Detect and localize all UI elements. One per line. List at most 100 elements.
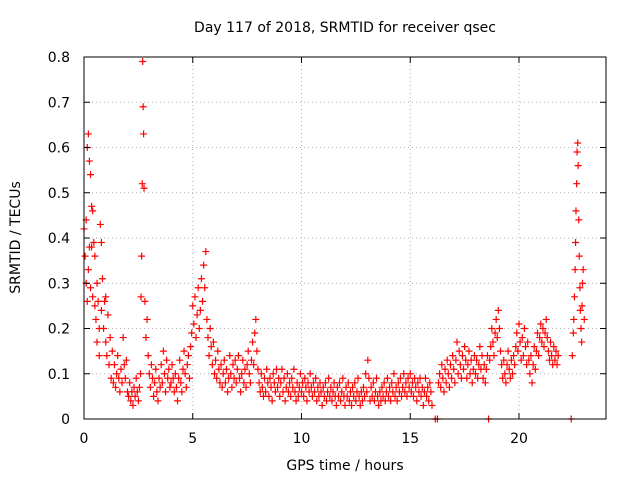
- data-point: [455, 347, 463, 355]
- data-point: [233, 365, 241, 373]
- data-point: [510, 352, 518, 360]
- data-point: [573, 180, 581, 188]
- data-point: [170, 388, 178, 396]
- data-point: [157, 361, 165, 369]
- data-point: [89, 293, 97, 301]
- data-point: [329, 388, 337, 396]
- data-point: [144, 352, 152, 360]
- data-point: [333, 383, 341, 391]
- data-point: [480, 361, 488, 369]
- data-point: [579, 266, 587, 274]
- data-point: [344, 379, 352, 387]
- data-point: [84, 266, 92, 274]
- data-point: [115, 374, 123, 382]
- data-point: [468, 379, 476, 387]
- data-point: [497, 347, 505, 355]
- x-tick-label: 0: [80, 431, 89, 447]
- data-point: [550, 343, 558, 351]
- data-point: [102, 338, 110, 346]
- data-point: [514, 347, 522, 355]
- data-point: [224, 388, 232, 396]
- data-point: [237, 388, 245, 396]
- data-point: [232, 379, 240, 387]
- data-point: [282, 383, 290, 391]
- data-point: [143, 315, 151, 323]
- data-point: [107, 374, 115, 382]
- data-point: [97, 239, 105, 247]
- data-point: [576, 306, 584, 314]
- data-point: [487, 343, 495, 351]
- data-point: [236, 374, 244, 382]
- data-point: [183, 361, 191, 369]
- data-point: [168, 361, 176, 369]
- data-point: [528, 379, 536, 387]
- data-point: [231, 356, 239, 364]
- data-point: [437, 383, 445, 391]
- data-point: [247, 356, 255, 364]
- data-point: [499, 374, 507, 382]
- data-point: [511, 361, 519, 369]
- data-point: [473, 356, 481, 364]
- data-point: [104, 311, 112, 319]
- data-point: [243, 361, 251, 369]
- data-point: [102, 293, 110, 301]
- data-point: [274, 383, 282, 391]
- data-point: [207, 343, 215, 351]
- data-point: [443, 356, 451, 364]
- y-tick-label: 0.6: [48, 141, 70, 157]
- data-points: [80, 58, 588, 423]
- data-point: [180, 347, 188, 355]
- data-point: [269, 370, 277, 378]
- data-point: [361, 392, 369, 400]
- data-point: [112, 383, 120, 391]
- data-point: [502, 379, 510, 387]
- data-point: [241, 365, 249, 373]
- data-point: [196, 306, 204, 314]
- data-point: [420, 388, 428, 396]
- data-point: [251, 329, 259, 337]
- data-point: [166, 383, 174, 391]
- data-point: [84, 130, 92, 138]
- data-point: [175, 374, 183, 382]
- data-point: [394, 379, 402, 387]
- x-tick-label: 5: [188, 431, 197, 447]
- data-point: [541, 329, 549, 337]
- data-point: [250, 361, 258, 369]
- data-point: [90, 239, 98, 247]
- data-point: [165, 365, 173, 373]
- data-point: [83, 297, 91, 305]
- y-axis-label: SRMTID / TECUs: [8, 181, 24, 294]
- data-point: [149, 374, 157, 382]
- data-point: [505, 365, 513, 373]
- data-point: [359, 383, 367, 391]
- data-point: [519, 352, 527, 360]
- data-point: [421, 374, 429, 382]
- data-point: [573, 148, 581, 156]
- data-point: [147, 361, 155, 369]
- data-point: [345, 397, 353, 405]
- data-point: [296, 370, 304, 378]
- data-point: [255, 379, 263, 387]
- x-axis-label: GPS time / hours: [286, 458, 403, 474]
- x-tick-label: 10: [293, 431, 311, 447]
- data-point: [81, 252, 89, 260]
- data-point: [190, 320, 198, 328]
- data-point: [137, 293, 145, 301]
- data-point: [213, 374, 221, 382]
- data-point: [386, 383, 394, 391]
- data-point: [338, 388, 346, 396]
- y-tick-label: 0.1: [48, 367, 70, 383]
- data-point: [523, 361, 531, 369]
- data-point: [245, 370, 253, 378]
- data-point: [346, 388, 354, 396]
- data-point: [486, 356, 494, 364]
- data-point: [303, 397, 311, 405]
- data-point: [109, 379, 117, 387]
- data-point: [114, 352, 122, 360]
- y-tick-label: 0.8: [48, 50, 70, 66]
- data-point: [108, 347, 116, 355]
- data-point: [229, 361, 237, 369]
- data-point: [402, 379, 410, 387]
- data-point: [370, 397, 378, 405]
